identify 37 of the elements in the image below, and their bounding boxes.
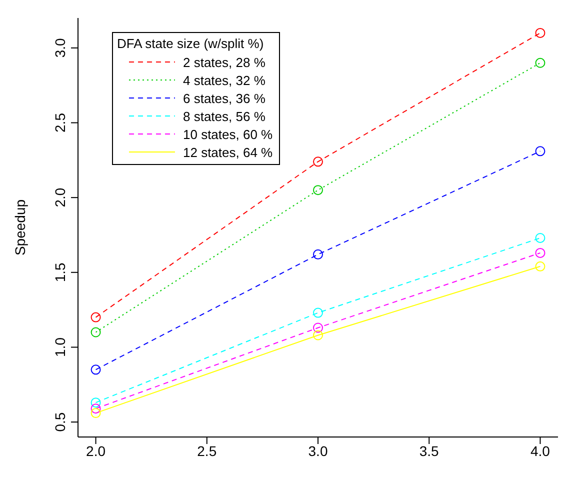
legend-label: 8 states, 56 % xyxy=(183,108,266,124)
point xyxy=(313,249,323,260)
point xyxy=(535,58,546,68)
point xyxy=(90,398,101,408)
point xyxy=(90,312,101,322)
point xyxy=(535,261,546,272)
point xyxy=(90,404,101,414)
legend-label: 6 states, 36 % xyxy=(183,90,266,106)
point xyxy=(313,330,323,340)
x-tick-label: 2.5 xyxy=(197,442,217,459)
legend-title: DFA state size (w/split %) xyxy=(117,36,265,51)
y-tick-label: 3.0 xyxy=(52,38,68,58)
y-tick-label: 2.5 xyxy=(52,112,68,132)
y-tick-label: 0.5 xyxy=(52,412,68,432)
y-tick-label: 1.0 xyxy=(52,337,68,357)
x-tick-label: 4.0 xyxy=(530,442,550,459)
legend-label: 4 states, 32 % xyxy=(183,72,266,88)
point xyxy=(535,232,546,243)
y-axis-title: Speedup xyxy=(12,199,28,256)
legend-label: 10 states, 60 % xyxy=(183,126,273,142)
point xyxy=(535,248,546,258)
x-tick-label: 3.0 xyxy=(308,442,328,459)
point xyxy=(90,364,101,375)
x-tick-label: 3.5 xyxy=(419,442,440,459)
legend-label: 12 states, 64 % xyxy=(183,144,273,160)
point xyxy=(90,408,101,418)
x-tick-label: 2.0 xyxy=(86,442,106,459)
point xyxy=(90,327,101,338)
legend-label: 2 states, 28 % xyxy=(183,54,266,70)
y-tick-label: 2.0 xyxy=(52,188,68,208)
point xyxy=(535,28,546,38)
point xyxy=(313,308,323,318)
point xyxy=(313,322,323,333)
point xyxy=(535,146,546,156)
point xyxy=(313,185,323,196)
y-tick-label: 1.5 xyxy=(52,262,68,282)
point xyxy=(313,156,323,167)
